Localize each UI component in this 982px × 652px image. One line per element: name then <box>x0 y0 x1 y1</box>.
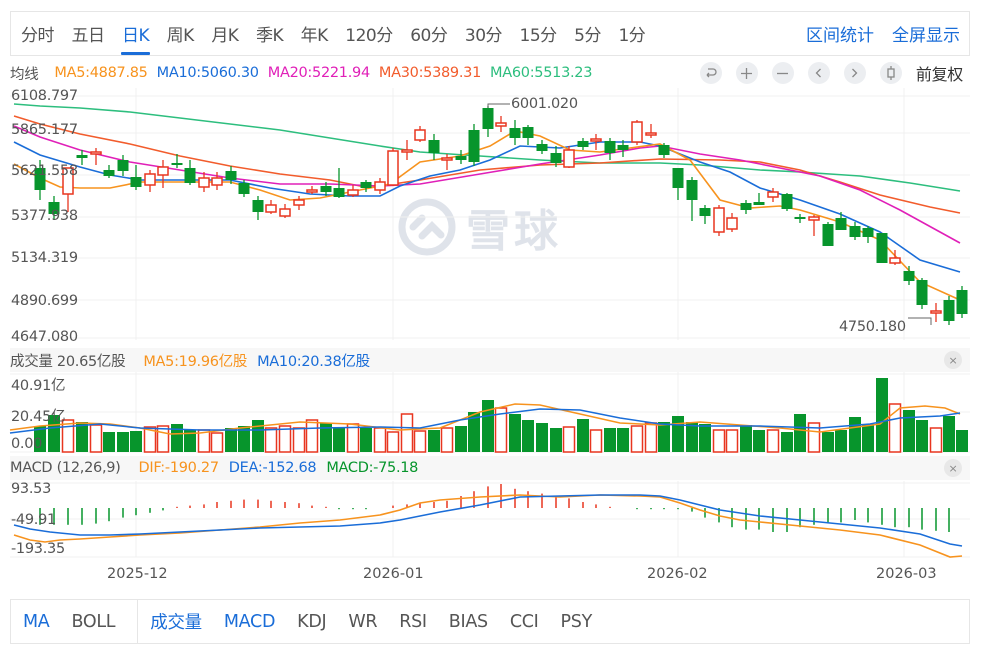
tab-period-12[interactable]: 1分 <box>618 26 646 46</box>
volume-panel-header: 成交量 20.65亿股 MA5:19.96亿股 MA10:20.38亿股 × <box>10 348 970 372</box>
price-axis-label: 6108.797 <box>11 88 78 104</box>
tab-period-2[interactable]: 日K <box>120 12 151 55</box>
tab-period-8[interactable]: 60分 <box>410 26 448 46</box>
tab-sub-indicator-1[interactable]: MACD <box>223 611 276 632</box>
volume-ma10: MA10:20.38亿股 <box>257 353 370 370</box>
ma-label: 均线 <box>10 66 39 83</box>
candle-style-icon[interactable] <box>879 62 902 84</box>
zoom-in-icon[interactable] <box>735 62 758 84</box>
tab-sub-indicator-5[interactable]: BIAS <box>448 611 488 632</box>
close-macd-icon[interactable]: × <box>944 459 962 477</box>
macd-dea: DEA:-152.68 <box>228 460 317 476</box>
volume-axis-zero: 0.00 <box>11 436 43 452</box>
price-adjust-selector[interactable]: 前复权 <box>915 65 963 84</box>
date-label: 2026-02 <box>647 566 708 582</box>
ma-legend-row: 均线 MA5:4887.85 MA10:5060.30 MA20:5221.94 MA… <box>10 60 970 86</box>
ma-legend-item: MA20:5221.94 <box>267 65 370 81</box>
ma-legend-item: MA10:5060.30 <box>156 65 259 81</box>
tab-sub-indicator-7[interactable]: PSY <box>560 611 593 632</box>
tab-sub-indicator-4[interactable]: RSI <box>399 611 427 632</box>
price-axis-label: 5621.558 <box>11 163 78 179</box>
ma-legend-item: MA60:5513.23 <box>490 65 593 81</box>
main-indicator-tabs: MA BOLL <box>11 600 139 643</box>
macd-title: MACD (12,26,9) <box>10 460 121 476</box>
zoom-out-icon[interactable] <box>771 62 794 84</box>
tab-sub-indicator-3[interactable]: WR <box>348 611 378 632</box>
tab-period-0[interactable]: 分时 <box>21 26 55 46</box>
tab-period-1[interactable]: 五日 <box>71 26 106 46</box>
scroll-right-icon[interactable] <box>843 62 866 84</box>
date-label: 2025-12 <box>107 566 168 582</box>
tab-period-4[interactable]: 月K <box>211 26 239 46</box>
tab-period-10[interactable]: 15分 <box>519 26 558 46</box>
macd-panel-header: MACD (12,26,9) DIF:-190.27 DEA:-152.68 M… <box>10 456 970 480</box>
period-toolbar: 分时 五日 日K 周K 月K 季K 年K 120分 60分 30分 15分 5分 1分 区间统计 全屏显… <box>10 11 970 56</box>
close-volume-icon[interactable]: × <box>944 351 962 369</box>
period-tabs: 分时 五日 日K 周K 月K 季K 年K 120分 60分 30分 15分 5分 1分 <box>11 12 663 55</box>
interval-stats-link[interactable]: 区间统计 <box>806 26 874 46</box>
macd-dif: DIF:-190.27 <box>138 460 220 476</box>
high-annotation: 6001.020 <box>511 96 578 112</box>
ma-legend-item: MA30:5389.31 <box>378 65 482 81</box>
volume-axis-max: 40.91亿 <box>11 378 66 394</box>
macd-axis-mid: -49.91 <box>11 512 56 528</box>
tab-period-5[interactable]: 季K <box>255 26 284 46</box>
date-label: 2026-03 <box>876 566 937 582</box>
tab-period-6[interactable]: 年K <box>300 26 329 46</box>
scroll-left-icon[interactable] <box>807 62 830 84</box>
sub-indicator-tabs: 成交量 MACD KDJ WR RSI BIAS CCI PSY <box>138 600 603 643</box>
tab-sub-indicator-0[interactable]: 成交量 <box>150 613 202 633</box>
tab-sub-indicator-2[interactable]: KDJ <box>297 611 327 632</box>
price-axis-label: 5377.938 <box>11 208 78 224</box>
price-axis-label: 5134.319 <box>11 250 78 266</box>
volume-title: 成交量 20.65亿股 <box>10 353 126 370</box>
ma-legend-item: MA5:4887.85 <box>54 65 148 81</box>
price-axis-label: 4647.080 <box>11 329 78 345</box>
tab-sub-indicator-6[interactable]: CCI <box>509 611 539 632</box>
macd-value: MACD:-75.18 <box>326 460 419 476</box>
price-axis-label: 5865.177 <box>11 122 78 138</box>
chart-tools: 前复权 <box>686 61 970 85</box>
macd-axis-max: 93.53 <box>11 481 52 497</box>
tab-period-3[interactable]: 周K <box>166 26 195 46</box>
tab-main-indicator-0[interactable]: MA <box>23 611 50 632</box>
tab-main-indicator-1[interactable]: BOLL <box>71 611 116 632</box>
fullscreen-link[interactable]: 全屏显示 <box>892 26 960 46</box>
tab-period-9[interactable]: 30分 <box>464 26 503 46</box>
volume-ma5: MA5:19.96亿股 <box>143 353 248 370</box>
price-axis-label: 4890.699 <box>11 293 78 309</box>
date-label: 2026-01 <box>363 566 424 582</box>
tab-period-7[interactable]: 120分 <box>345 26 393 46</box>
kline-chart[interactable] <box>0 0 982 600</box>
macd-axis-min: -193.35 <box>11 541 65 557</box>
indicator-toolbar: MA BOLL 成交量 MACD KDJ WR RSI BIAS CCI PSY <box>10 599 970 644</box>
tab-period-11[interactable]: 5分 <box>574 26 601 46</box>
low-annotation: 4750.180 <box>839 319 906 335</box>
reset-icon[interactable] <box>699 62 722 84</box>
volume-axis-mid: 20.45亿 <box>11 409 66 425</box>
